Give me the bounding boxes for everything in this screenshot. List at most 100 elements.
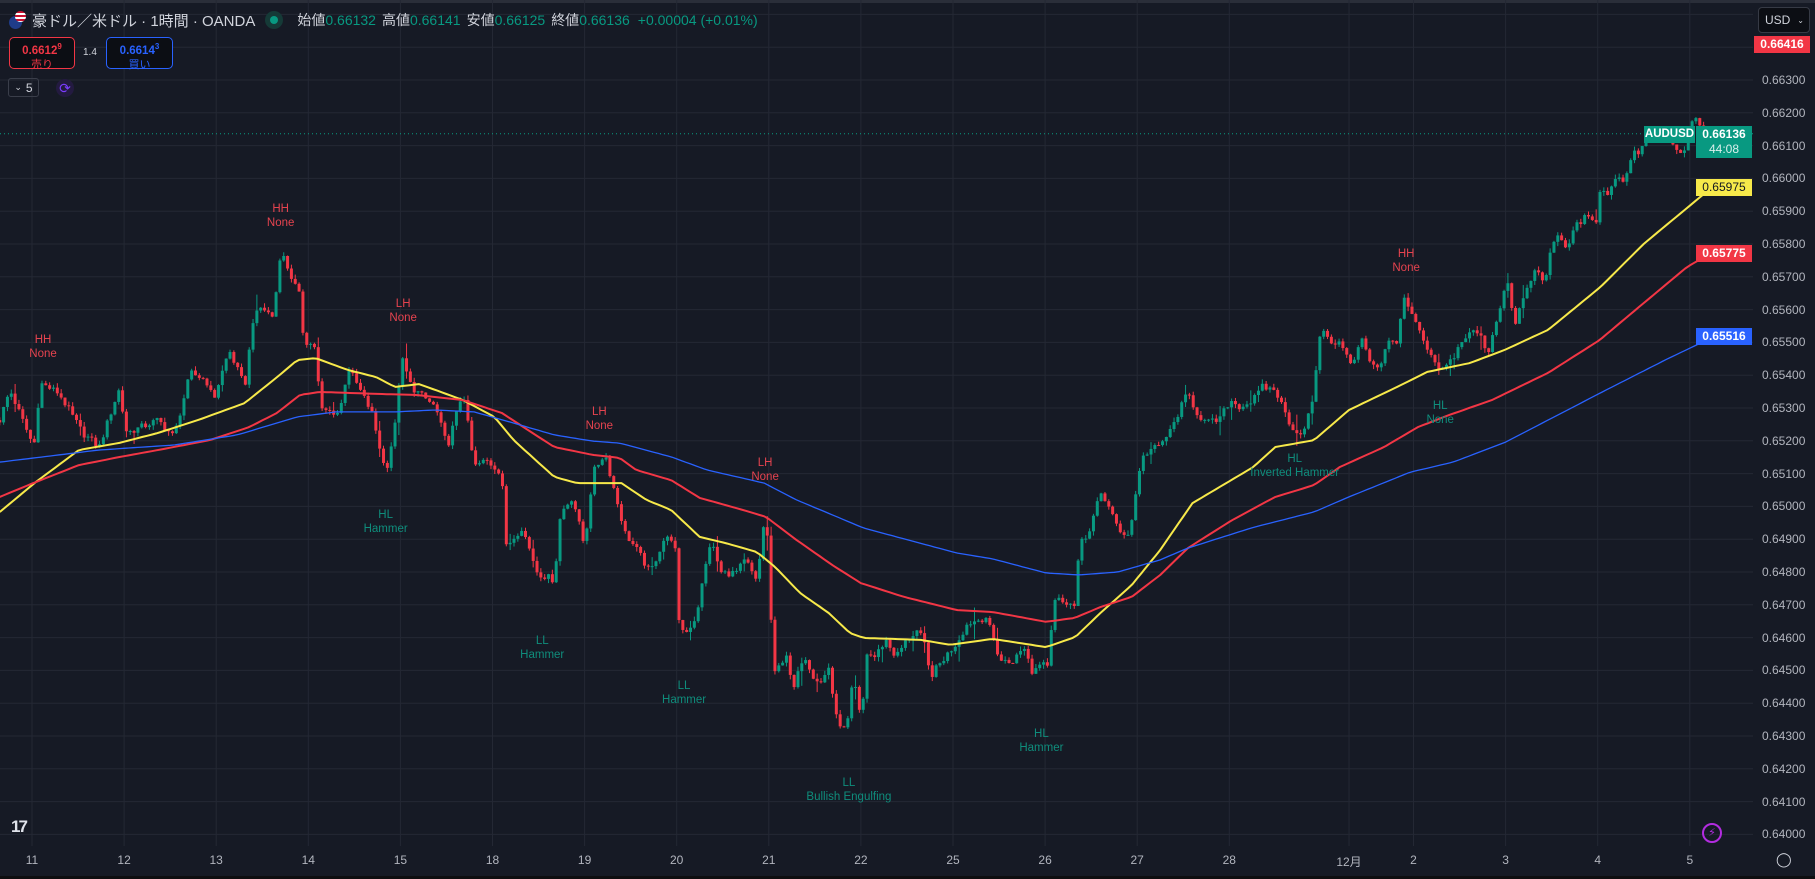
candle xyxy=(1533,268,1537,285)
candle xyxy=(535,556,539,576)
currency-select[interactable]: USD ⌄ xyxy=(1758,7,1810,33)
candle-body xyxy=(1045,662,1049,666)
candle xyxy=(1625,171,1629,186)
candle xyxy=(877,644,881,662)
candle xyxy=(566,503,570,510)
candle xyxy=(1387,337,1391,353)
candle xyxy=(1107,499,1111,510)
candle xyxy=(1464,334,1468,343)
candle xyxy=(969,620,973,628)
candle-body xyxy=(1253,395,1257,404)
pattern-label: HL Inverted Hammer xyxy=(1250,452,1339,480)
candle-body xyxy=(1391,340,1395,342)
candle-body xyxy=(1333,343,1337,345)
candle xyxy=(727,568,731,578)
candle-body xyxy=(1172,422,1176,429)
low-label: 安値 xyxy=(466,12,495,28)
pattern-label: LH None xyxy=(751,456,779,484)
candle-pattern: Hammer xyxy=(520,648,565,661)
candle xyxy=(477,460,481,467)
candle xyxy=(1068,603,1072,610)
candle-body xyxy=(98,444,102,446)
candle xyxy=(1218,406,1222,436)
candle xyxy=(1368,348,1372,363)
indicators-toggle-button[interactable]: ⌄ 5 xyxy=(8,78,39,97)
candle-body xyxy=(408,371,412,382)
time-tick: 13 xyxy=(209,853,223,867)
candle xyxy=(170,430,174,436)
candle xyxy=(1264,380,1268,391)
price-change: +0.00004 (+0.01%) xyxy=(637,12,758,28)
sell-price: 0.6612 xyxy=(22,44,58,57)
price-tick: 0.64200 xyxy=(1762,761,1806,776)
candle-body xyxy=(335,412,339,415)
candle-body xyxy=(996,639,1000,655)
candle xyxy=(1383,348,1387,367)
candle-body xyxy=(1364,338,1368,350)
candle-body xyxy=(1437,362,1441,370)
candle-body xyxy=(1633,150,1637,161)
time-tick: 12 xyxy=(117,853,131,867)
candle-body xyxy=(1483,335,1487,349)
candle xyxy=(0,417,2,426)
candle xyxy=(516,533,520,542)
candle-body xyxy=(1176,416,1180,423)
candle xyxy=(616,485,620,508)
candle-body xyxy=(1414,313,1418,322)
sell-button[interactable]: 0.66129 売り xyxy=(9,37,75,71)
ma-slow-badge: 0.65516 xyxy=(1696,328,1752,345)
candle-body xyxy=(708,547,712,564)
candle-body xyxy=(151,420,155,426)
candle-body xyxy=(420,391,424,393)
candle-pattern: Inverted Hammer xyxy=(1250,467,1340,480)
buy-button[interactable]: 0.66143 買い xyxy=(106,37,173,71)
candle-body xyxy=(397,385,401,423)
candle xyxy=(1118,520,1122,534)
tradingview-logo[interactable]: 17 xyxy=(11,817,28,836)
candle xyxy=(1103,492,1107,502)
swing-type: HL xyxy=(1034,728,1049,741)
candle-body xyxy=(67,405,71,407)
candle-body xyxy=(784,655,788,663)
candle xyxy=(1613,174,1617,188)
candle-body xyxy=(992,624,996,640)
candle-body xyxy=(470,420,474,451)
candle xyxy=(811,668,815,680)
candle xyxy=(1145,452,1149,457)
candle xyxy=(21,406,25,423)
current-price-badge: 0.66136 44:08 xyxy=(1696,126,1752,158)
candle xyxy=(685,627,689,633)
candle-body xyxy=(347,370,351,385)
candle-body xyxy=(865,654,869,699)
candle xyxy=(28,429,32,444)
lightning-icon[interactable]: ⚡ xyxy=(1702,823,1722,843)
candle-body xyxy=(558,519,562,562)
candle xyxy=(1291,421,1295,431)
candle xyxy=(193,366,197,376)
candle-body xyxy=(1203,419,1207,421)
candle-body xyxy=(51,387,55,389)
candle-body xyxy=(1068,603,1072,605)
candle-body xyxy=(819,681,823,683)
candle xyxy=(1299,429,1303,439)
candle xyxy=(36,403,40,443)
symbol-title[interactable]: 豪ドル／米ドル · 1時間 · OANDA xyxy=(32,12,256,30)
candle-body xyxy=(1598,191,1602,223)
candle xyxy=(1191,391,1195,410)
candle xyxy=(926,640,930,670)
candle-body xyxy=(1329,336,1333,344)
candle-body xyxy=(880,647,884,650)
candle xyxy=(1138,468,1142,497)
settings-icon[interactable]: ◯ xyxy=(1776,851,1792,867)
candle xyxy=(332,402,336,418)
candle xyxy=(1621,174,1625,183)
candle xyxy=(1030,654,1034,676)
candle xyxy=(124,408,128,438)
candle-body xyxy=(930,665,934,677)
refresh-icon[interactable]: ⟳ xyxy=(56,79,74,97)
candle-body xyxy=(834,693,838,715)
candle xyxy=(692,616,696,630)
candle-pattern: None xyxy=(1426,414,1454,427)
candle-body xyxy=(82,426,86,438)
